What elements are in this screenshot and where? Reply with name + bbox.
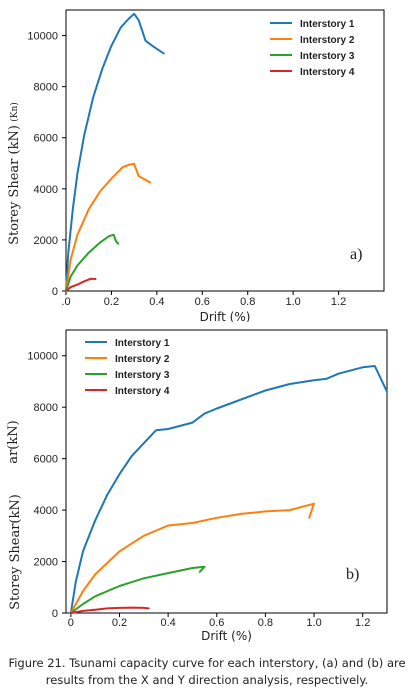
legend-label-interstory-3: Interstory 3 [115,370,170,381]
x-axis-label: Drift (%) [201,629,252,643]
plot-frame [65,9,385,292]
y-axis-label-fragment: (Kn) [9,102,20,122]
legend-label-interstory-1: Interstory 1 [300,19,355,30]
y-tick-label: 6000 [34,454,58,466]
x-axis-label: Drift (%) [200,310,251,322]
y-tick-label: 2000 [34,557,58,569]
x-tick-label: 0.6 [195,296,210,308]
series-line-interstory-4 [65,277,97,292]
y-axis-label: Storey Shear(kN) [8,494,23,610]
x-tick-label: 0.2 [104,296,119,308]
x-tick-label: .0 [61,296,70,308]
y-tick-label: 10000 [27,351,58,363]
legend-label-interstory-2: Interstory 2 [300,35,355,46]
series-line-interstory-3 [69,565,206,614]
y-axis-label: Storey Shear (kN) [7,125,22,245]
legend-label-interstory-4: Interstory 4 [115,386,170,397]
x-tick-label: 1.2 [355,617,370,629]
panel-label: b) [346,566,359,583]
series-line-interstory-4 [69,606,150,614]
caption-line-1: Figure 21. Tsunami capacity curve for ea… [8,656,406,670]
y-tick-label: 8000 [34,402,58,414]
legend-label-interstory-2: Interstory 2 [115,354,170,365]
figure-caption: Figure 21. Tsunami capacity curve for ea… [0,655,414,689]
x-tick-label: 0.2 [112,617,127,629]
x-tick-label: 0.6 [209,617,224,629]
legend-label-interstory-3: Interstory 3 [300,51,355,62]
series-line-interstory-2 [65,162,151,292]
x-tick-label: 0.8 [240,296,255,308]
plot-frame [65,329,388,614]
y-axis-label-fragment: ar(kN) [6,420,21,463]
y-tick-label: 0 [52,608,58,620]
x-tick-label: 1.0 [306,617,321,629]
x-tick-label: 0.4 [149,296,164,308]
y-tick-label: 2000 [34,235,58,247]
series-line-interstory-1 [69,365,388,614]
panel-label: a) [350,246,362,263]
x-tick-label: 1.2 [331,296,346,308]
chart-b: 0 0.2 0.4 0.6 0.8 1.0 1.2 0 2000 4000 6000 8000 1000… [6,329,388,643]
y-tick-label: 0 [52,286,58,298]
series-line-interstory-3 [65,233,120,292]
legend-label-interstory-4: Interstory 4 [300,67,355,78]
x-tick-label: 0.8 [258,617,273,629]
y-tick-label: 8000 [34,82,58,94]
series-line-interstory-1 [65,12,165,292]
caption-line-2: results from the X and Y direction analy… [45,673,369,687]
series-line-interstory-2 [69,502,315,614]
x-tick-label: 1.0 [285,296,300,308]
y-tick-label: 4000 [34,505,58,517]
x-tick-label: 0 [68,617,74,629]
chart-a: .0 0.2 0.4 0.6 0.8 1.0 1.2 0 2000 4000 6000 8000 100… [7,9,385,322]
y-tick-label: 4000 [34,184,58,196]
legend-label-interstory-1: Interstory 1 [115,338,170,349]
x-tick-label: 0.4 [160,617,175,629]
y-tick-label: 10000 [27,31,58,43]
y-tick-label: 6000 [34,133,58,145]
